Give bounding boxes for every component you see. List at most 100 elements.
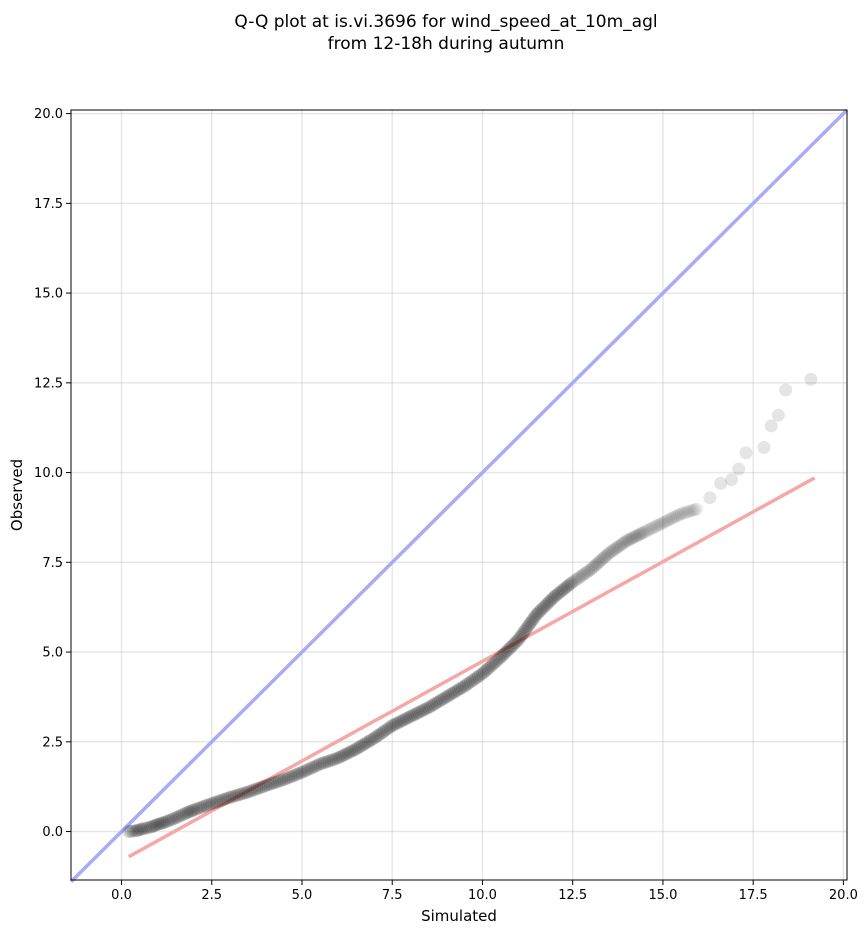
data-point bbox=[566, 575, 580, 589]
data-point bbox=[421, 701, 435, 715]
x-tick-label: 2.5 bbox=[201, 888, 222, 903]
data-point bbox=[622, 533, 636, 547]
data-point bbox=[171, 810, 185, 824]
data-point bbox=[676, 506, 690, 520]
data-point bbox=[443, 688, 457, 702]
x-tick-label: 0.0 bbox=[111, 888, 132, 903]
data-point bbox=[297, 764, 311, 778]
data-point bbox=[530, 607, 544, 621]
one-to-one-line bbox=[69, 108, 849, 884]
data-point bbox=[245, 783, 259, 797]
data-point bbox=[435, 692, 449, 706]
data-point bbox=[500, 644, 514, 658]
data-point bbox=[277, 772, 291, 786]
y-tick-label: 15.0 bbox=[34, 287, 63, 302]
data-point bbox=[315, 756, 329, 770]
data-points bbox=[122, 372, 818, 839]
y-tick-label: 20.0 bbox=[34, 107, 63, 122]
data-point bbox=[212, 794, 226, 808]
data-point bbox=[548, 589, 562, 603]
data-point bbox=[187, 803, 201, 817]
data-point bbox=[239, 786, 253, 800]
data-point bbox=[241, 785, 255, 799]
data-point bbox=[216, 793, 230, 807]
data-point bbox=[427, 697, 441, 711]
data-point bbox=[419, 702, 433, 716]
data-point bbox=[582, 564, 596, 578]
data-point bbox=[311, 758, 325, 772]
data-point bbox=[527, 611, 541, 625]
data-point bbox=[131, 823, 145, 837]
data-point bbox=[248, 783, 262, 797]
data-point bbox=[564, 576, 578, 590]
data-point bbox=[429, 696, 443, 710]
data-point bbox=[243, 784, 257, 798]
data-point bbox=[145, 820, 159, 834]
data-point bbox=[481, 662, 495, 676]
data-point bbox=[395, 714, 409, 728]
data-point bbox=[549, 588, 563, 602]
data-point bbox=[492, 652, 506, 666]
data-point bbox=[351, 741, 365, 755]
data-point bbox=[551, 587, 565, 601]
data-point bbox=[546, 591, 560, 605]
data-point bbox=[678, 506, 692, 519]
data-point bbox=[586, 561, 600, 575]
data-point bbox=[521, 619, 535, 633]
data-point bbox=[154, 816, 168, 830]
data-point bbox=[602, 546, 616, 560]
data-point bbox=[497, 647, 511, 661]
data-point bbox=[347, 743, 361, 757]
data-point bbox=[445, 686, 459, 700]
x-tick-label: 7.5 bbox=[382, 888, 403, 903]
data-point bbox=[538, 599, 552, 613]
data-point bbox=[169, 811, 183, 825]
data-point bbox=[513, 631, 527, 645]
data-point bbox=[714, 476, 728, 490]
data-point bbox=[523, 617, 537, 631]
data-point bbox=[127, 824, 141, 838]
data-point bbox=[632, 528, 646, 542]
data-point bbox=[626, 531, 640, 545]
data-point bbox=[185, 804, 199, 818]
data-point bbox=[136, 822, 150, 836]
data-point bbox=[642, 523, 656, 537]
data-point bbox=[156, 816, 170, 830]
data-point bbox=[129, 824, 143, 838]
data-point bbox=[270, 775, 284, 789]
data-point bbox=[638, 525, 652, 539]
data-point bbox=[322, 754, 336, 768]
data-point bbox=[516, 627, 530, 641]
data-point bbox=[423, 699, 437, 713]
data-point bbox=[306, 760, 320, 774]
data-point bbox=[644, 522, 658, 536]
data-point bbox=[158, 815, 172, 829]
data-point bbox=[473, 668, 487, 682]
data-point bbox=[279, 772, 293, 786]
data-point bbox=[507, 637, 521, 651]
data-point bbox=[593, 554, 607, 568]
data-point bbox=[449, 684, 463, 698]
data-point bbox=[359, 736, 373, 750]
data-point bbox=[288, 768, 302, 782]
data-point bbox=[469, 671, 483, 685]
data-point bbox=[383, 720, 397, 734]
data-point bbox=[690, 502, 704, 516]
data-point bbox=[218, 792, 232, 806]
data-point bbox=[656, 516, 670, 530]
data-point bbox=[225, 790, 239, 804]
data-point bbox=[670, 509, 684, 523]
data-point bbox=[539, 598, 553, 612]
data-point bbox=[467, 672, 481, 686]
data-point bbox=[494, 650, 508, 664]
data-point bbox=[367, 731, 381, 745]
data-point bbox=[143, 820, 157, 834]
data-point bbox=[555, 584, 569, 598]
data-point bbox=[771, 408, 785, 422]
data-point bbox=[345, 744, 359, 758]
data-point bbox=[453, 682, 467, 696]
x-tick-label: 12.5 bbox=[558, 888, 587, 903]
data-point bbox=[666, 511, 680, 525]
data-point bbox=[574, 569, 588, 583]
data-point bbox=[584, 562, 598, 576]
